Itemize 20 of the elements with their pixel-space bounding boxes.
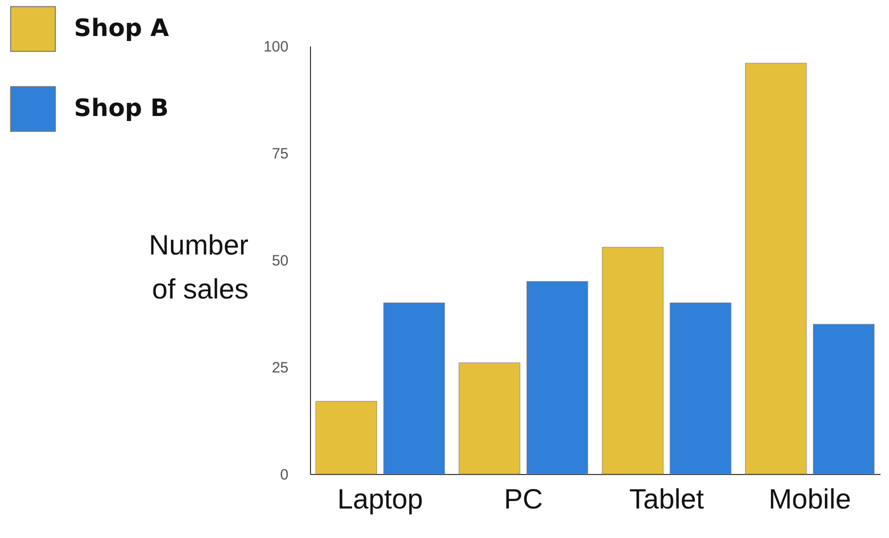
x-tick-label: Tablet (629, 484, 704, 514)
y-tick-label: 25 (272, 360, 288, 376)
bar (526, 281, 588, 474)
y-tick-label: 0 (280, 466, 288, 484)
legend-label: Shop B (74, 94, 169, 122)
bar (458, 362, 520, 474)
bar (315, 400, 378, 474)
bar (745, 62, 807, 474)
x-tick-label: Laptop (337, 484, 423, 514)
bar (602, 246, 664, 474)
bar (812, 324, 875, 474)
x-tick-label: Mobile (768, 484, 852, 514)
y-tick-label: 100 (263, 38, 288, 56)
y-tick-label: 50 (272, 252, 288, 270)
x-tick-label: PC (504, 484, 543, 514)
y-axis-title: Number of sales (148, 230, 248, 304)
y-tick-label: 75 (272, 146, 288, 162)
legend-label: Shop A (74, 14, 170, 42)
bar (383, 302, 445, 474)
bar (670, 302, 732, 474)
